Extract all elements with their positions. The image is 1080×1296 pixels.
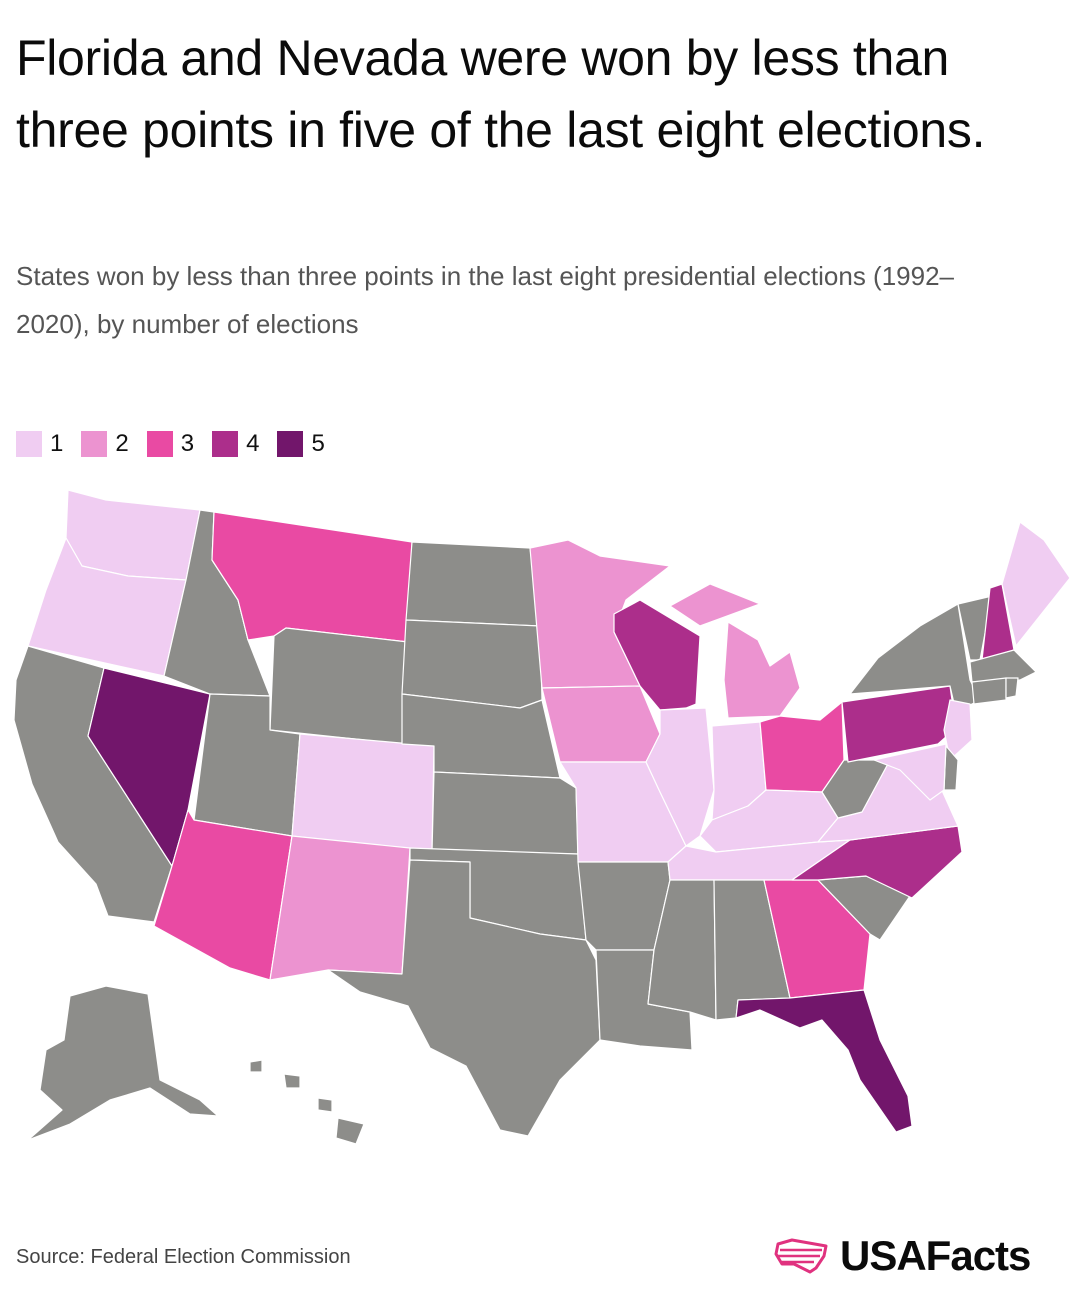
state-michigan	[669, 583, 801, 719]
state-new-jersey	[943, 699, 973, 761]
state-maine	[1001, 521, 1071, 647]
legend-swatch-3	[146, 431, 173, 457]
source-note: Source: Federal Election Commission	[16, 1246, 351, 1268]
state-texas	[327, 859, 601, 1137]
legend-item-3: 3	[146, 430, 195, 458]
us-states-map	[13, 489, 1071, 1145]
brand-name: USAFacts	[840, 1232, 1031, 1279]
legend-label-1: 1	[50, 430, 64, 457]
chart-subtitle: States won by less than three points in …	[16, 261, 955, 339]
legend-swatch-1	[16, 431, 42, 457]
state-arkansas	[577, 861, 671, 951]
legend-label-2: 2	[115, 430, 129, 457]
legend-label-3: 3	[180, 430, 195, 457]
state-florida	[735, 989, 913, 1133]
state-wisconsin	[613, 599, 701, 711]
state-iowa	[541, 685, 661, 763]
state-connecticut	[971, 677, 1007, 705]
state-new-mexico	[269, 835, 411, 981]
state-wyoming	[269, 627, 409, 745]
chart-title: Florida and Nevada were won by less than…	[16, 30, 986, 158]
legend-label-4: 4	[246, 430, 260, 457]
state-colorado	[291, 733, 435, 853]
us-flag-map-icon	[774, 1238, 828, 1274]
state-rhode-island	[1005, 677, 1019, 699]
state-maryland	[873, 743, 947, 801]
legend-item-4: 4	[212, 430, 259, 458]
usafacts-logo[interactable]: USAFacts	[772, 1232, 1031, 1280]
state-alaska	[27, 985, 219, 1141]
state-kansas	[431, 771, 579, 855]
legend: 1 2 3 4 5	[16, 430, 343, 458]
legend-item-2: 2	[81, 430, 129, 458]
state-hawaii	[249, 1059, 365, 1145]
state-new-york	[849, 603, 981, 713]
state-massachusetts	[969, 649, 1037, 683]
state-north-dakota	[405, 541, 541, 627]
legend-swatch-5	[277, 431, 304, 457]
legend-swatch-4	[212, 431, 239, 457]
legend-label-5: 5	[311, 430, 325, 457]
legend-item-1: 1	[16, 430, 63, 458]
state-south-dakota	[401, 619, 543, 709]
legend-swatch-2	[81, 431, 108, 457]
legend-item-5: 5	[277, 430, 325, 458]
